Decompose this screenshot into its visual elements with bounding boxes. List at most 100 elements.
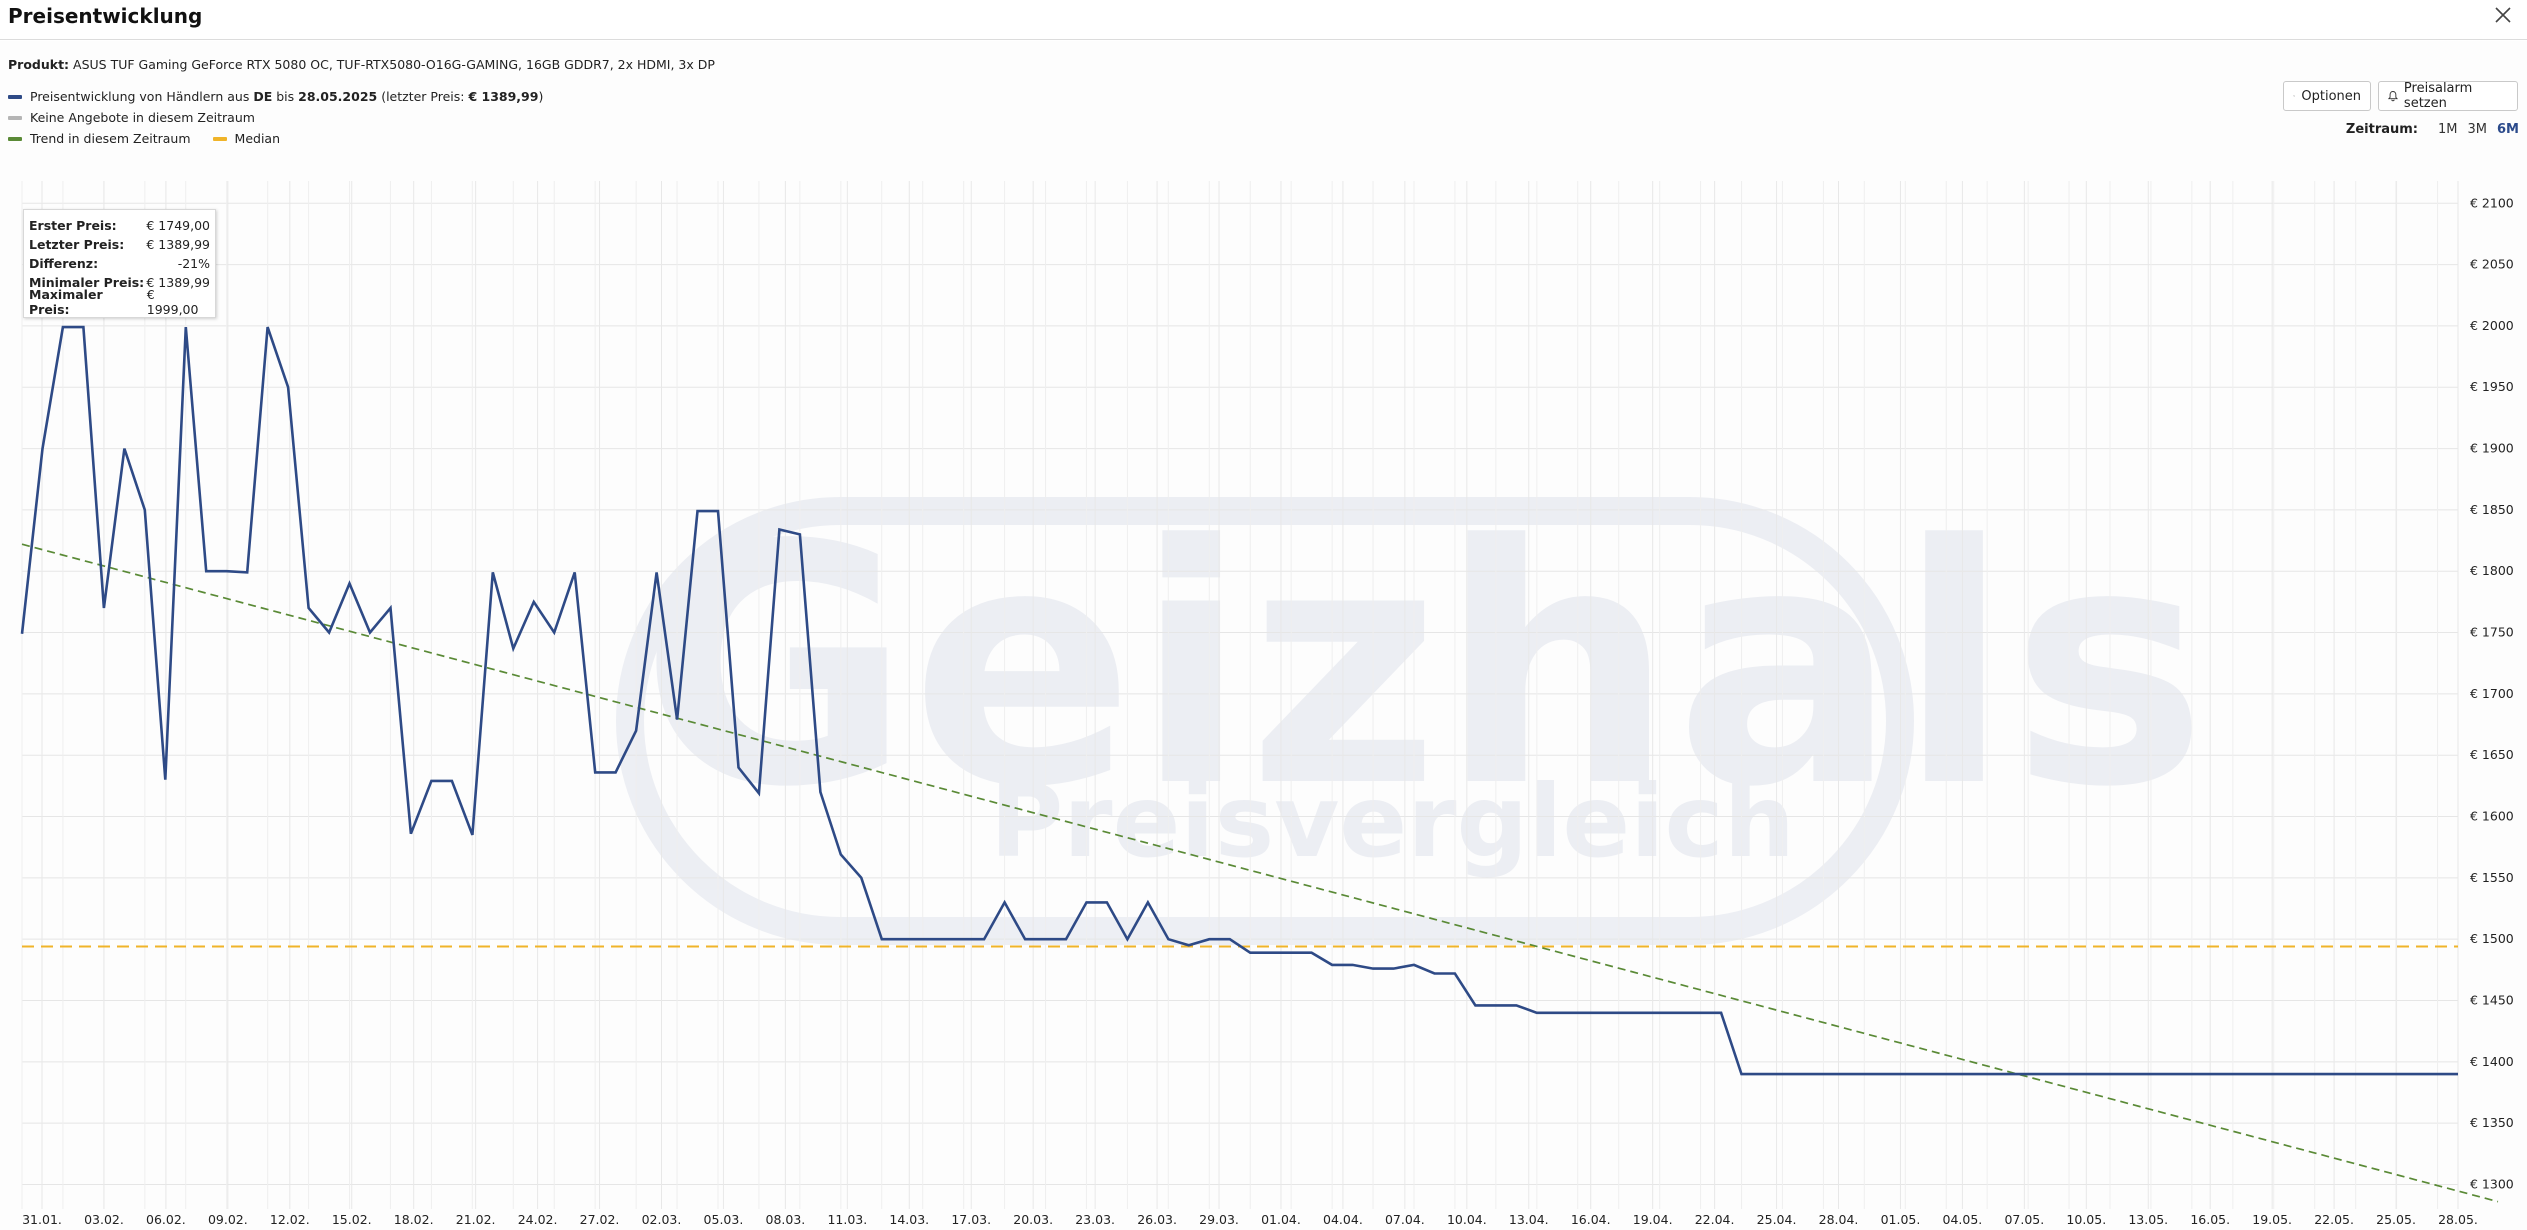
x-tick-label: 15.02. [332, 1212, 372, 1227]
price-alarm-label: Preisalarm setzen [2403, 81, 2473, 111]
legend-until: bis [276, 89, 295, 104]
x-tick-label: 03.02. [84, 1212, 124, 1227]
stat-diff-value: -21% [177, 256, 210, 271]
x-tick-label: 21.02. [456, 1212, 496, 1227]
product-label: Produkt: [8, 57, 70, 72]
stat-diff-label: Differenz: [29, 256, 99, 271]
y-tick-label: € 1450 [2470, 992, 2514, 1007]
y-tick-label: € 1700 [2470, 686, 2514, 701]
x-tick-label: 28.04. [1819, 1212, 1859, 1227]
x-tick-label: 18.02. [394, 1212, 434, 1227]
x-tick-label: 10.04. [1447, 1212, 1487, 1227]
x-tick-label: 16.04. [1571, 1212, 1611, 1227]
legend-date: 28.05.2025 [298, 89, 378, 104]
stat-first-value: € 1749,00 [146, 218, 210, 233]
legend-last-open: (letzter Preis: [381, 89, 465, 104]
legend-no-offers: Keine Angebote in diesem Zeitraum [30, 110, 255, 125]
x-tick-label: 23.03. [1075, 1212, 1115, 1227]
x-tick-label: 29.03. [1199, 1212, 1239, 1227]
x-tick-label: 17.03. [951, 1212, 991, 1227]
x-tick-label: 13.04. [1509, 1212, 1549, 1227]
window-header: Preisentwicklung [0, 0, 2527, 40]
watermark-tagline: Preisvergleich [990, 763, 1795, 880]
x-tick-label: 25.05. [2376, 1212, 2416, 1227]
range-option-6m[interactable]: 6M [2497, 122, 2519, 137]
price-alarm-button[interactable]: Preisalarm setzen [2378, 81, 2518, 111]
y-tick-label: € 1500 [2470, 931, 2514, 946]
x-tick-label: 07.04. [1385, 1212, 1425, 1227]
x-tick-label: 24.02. [518, 1212, 558, 1227]
x-tick-label: 25.04. [1757, 1212, 1797, 1227]
x-tick-label: 04.05. [1943, 1212, 1983, 1227]
page-title: Preisentwicklung [8, 4, 203, 28]
y-tick-label: € 2050 [2470, 257, 2514, 272]
x-tick-label: 22.04. [1695, 1212, 1735, 1227]
y-tick-label: € 1650 [2470, 747, 2514, 762]
stat-min-value: € 1389,99 [146, 275, 210, 290]
median-swatch [212, 136, 227, 141]
y-tick-label: € 1550 [2470, 870, 2514, 885]
y-tick-label: € 1750 [2470, 625, 2514, 640]
options-label: Optionen [2301, 88, 2361, 104]
trend-line [21, 543, 2499, 1203]
legend-median: Median [234, 131, 280, 146]
legend-price-prefix: Preisentwicklung von Händlern aus [30, 89, 250, 104]
time-range-selector: Zeitraum: 1M 3M 6M [2346, 122, 2519, 137]
x-tick-label: 11.03. [827, 1212, 867, 1227]
y-tick-label: € 1900 [2470, 441, 2514, 456]
x-tick-label: 04.04. [1323, 1212, 1363, 1227]
close-icon[interactable] [2491, 3, 2515, 27]
y-tick-label: € 1300 [2470, 1176, 2514, 1191]
x-tick-label: 19.04. [1633, 1212, 1673, 1227]
x-tick-label: 12.02. [270, 1212, 310, 1227]
x-tick-label: 01.05. [1881, 1212, 1921, 1227]
options-button[interactable]: Optionen [2283, 81, 2371, 111]
x-tick-label: 13.05. [2128, 1212, 2168, 1227]
range-option-1m[interactable]: 1M [2438, 122, 2458, 137]
x-tick-label: 14.03. [889, 1212, 929, 1227]
chart-legend: Preisentwicklung von Händlern aus DE bis… [8, 86, 565, 149]
price-history-panel: Geizhals Preisvergleich € 1300 € 1350 € 1400… [0, 41, 2527, 1230]
x-tick-label: 05.03. [704, 1212, 744, 1227]
price-swatch [8, 94, 22, 99]
bell-icon [2388, 91, 2398, 102]
y-tick-label: € 2000 [2470, 318, 2514, 333]
stat-last-label: Letzter Preis: [29, 237, 125, 252]
y-tick-label: € 1850 [2470, 502, 2514, 517]
x-tick-label: 16.05. [2190, 1212, 2230, 1227]
x-tick-label: 02.03. [642, 1212, 682, 1227]
trend-swatch [8, 136, 22, 141]
price-stats-box: Erster Preis: € 1749,00 Letzter Preis: € 1… [23, 209, 216, 318]
stat-max-value: € 1999,00 [146, 286, 199, 317]
x-tick-label: 08.03. [766, 1212, 806, 1227]
y-tick-label: € 1350 [2470, 1115, 2514, 1130]
x-tick-label: 31.01. [22, 1212, 62, 1227]
no-offers-swatch [8, 115, 22, 120]
stat-max-label: Maximaler Preis: [29, 286, 103, 317]
x-tick-label: 06.02. [146, 1212, 186, 1227]
y-tick-label: € 1800 [2470, 563, 2514, 578]
x-tick-label: 20.03. [1013, 1212, 1053, 1227]
price-series-line [20, 325, 2458, 1076]
legend-country: DE [253, 89, 273, 104]
x-tick-label: 27.02. [580, 1212, 620, 1227]
x-tick-label: 10.05. [2066, 1212, 2106, 1227]
product-line: Produkt: ASUS TUF Gaming GeForce RTX 508… [8, 57, 715, 72]
x-tick-label: 07.05. [2004, 1212, 2044, 1227]
y-tick-label: € 1600 [2470, 809, 2514, 824]
y-tick-label: € 1950 [2470, 379, 2514, 394]
range-label: Zeitraum: [2345, 122, 2419, 137]
stat-first-label: Erster Preis: [29, 218, 117, 233]
range-option-3m[interactable]: 3M [2467, 122, 2488, 137]
x-tick-label: 01.04. [1261, 1212, 1301, 1227]
x-tick-label: 09.02. [208, 1212, 248, 1227]
legend-last-close: ) [538, 89, 544, 104]
product-name: ASUS TUF Gaming GeForce RTX 5080 OC, TUF… [73, 57, 715, 72]
stat-last-value: € 1389,99 [146, 237, 210, 252]
chevron-down-icon [2293, 95, 2296, 97]
x-tick-label: 22.05. [2314, 1212, 2354, 1227]
x-tick-label: 26.03. [1137, 1212, 1177, 1227]
stat-min-label: Minimaler Preis: [29, 275, 145, 290]
